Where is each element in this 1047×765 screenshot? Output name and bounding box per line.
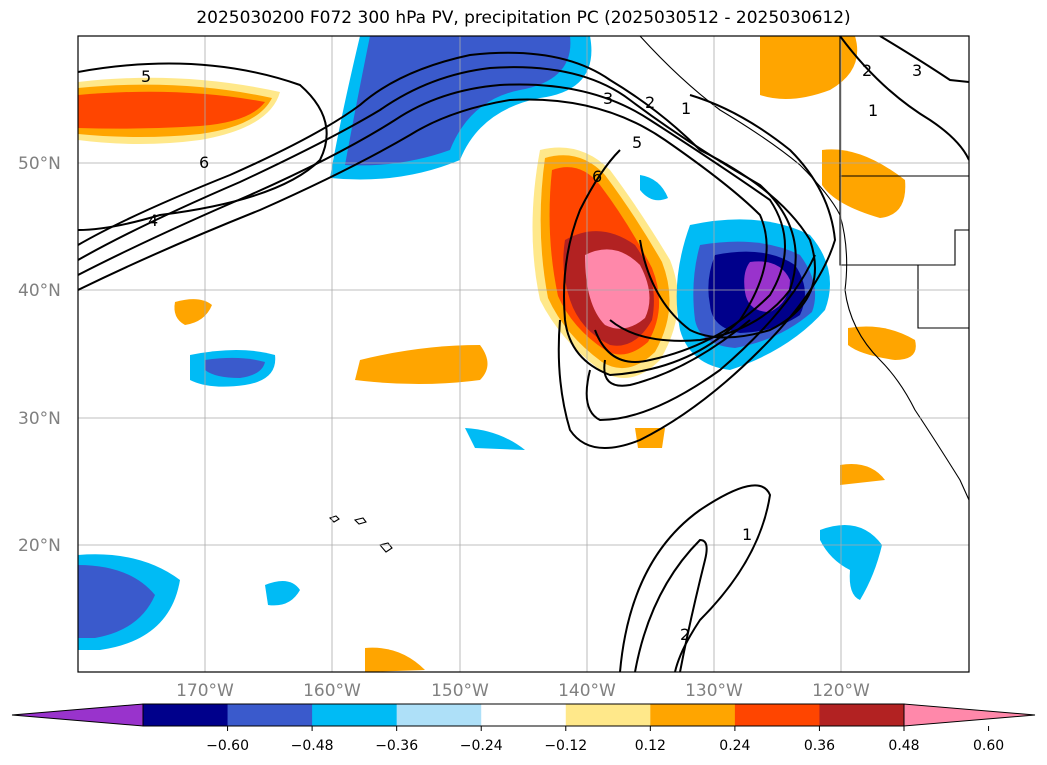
colorbar-segment <box>396 704 482 726</box>
colorbar-segment <box>143 704 229 726</box>
colorbar-tick-label: −0.24 <box>460 738 503 754</box>
colorbar-segment <box>565 704 651 726</box>
colorbar-tick-label: 0.24 <box>719 738 750 754</box>
lon-label-160w: 160°W <box>303 681 361 701</box>
colorbar-tick-label: −0.36 <box>375 738 418 754</box>
contour-label: 1 <box>681 99 691 118</box>
colorbar-tick-label: 0.36 <box>804 738 835 754</box>
gridlines <box>78 36 969 672</box>
colorbar: −0.60 −0.48 −0.36 −0.24 −0.12 0.12 0.24 0.36 0.4… <box>11 703 1036 754</box>
contour-label: 6 <box>199 153 209 172</box>
map-frame <box>77 35 970 673</box>
contour-label: 1 <box>742 525 752 544</box>
colorbar-tick-label: −0.60 <box>206 738 249 754</box>
colorbar-tick-label: 0.60 <box>973 738 1004 754</box>
lon-labels: 170°W 160°W 150°W 140°W 130°W 120°W <box>176 681 870 701</box>
lat-labels: 50°N 40°N 30°N 20°N <box>18 154 61 556</box>
colorbar-segment <box>734 704 820 726</box>
lat-label-40n: 40°N <box>18 281 61 301</box>
contour-label: 5 <box>141 67 151 86</box>
colorbar-segment <box>227 704 313 726</box>
lon-label-170w: 170°W <box>176 681 234 701</box>
lat-label-20n: 20°N <box>18 536 61 556</box>
colorbar-segment <box>481 704 567 726</box>
colorbar-extend-low <box>12 704 143 726</box>
contour-label: 2 <box>862 61 872 80</box>
lon-label-130w: 130°W <box>685 681 743 701</box>
contour-labels: 5 6 4 3 2 1 5 6 3 2 1 2 1 <box>141 61 922 644</box>
lat-label-50n: 50°N <box>18 154 61 174</box>
colorbar-tick-label: 0.12 <box>635 738 666 754</box>
colorbar-segment <box>312 704 398 726</box>
contour-label: 3 <box>912 61 922 80</box>
colorbar-segment <box>650 704 736 726</box>
pv-contours <box>78 36 969 672</box>
coastlines <box>328 36 969 553</box>
contour-label: 3 <box>603 89 613 108</box>
lon-label-120w: 120°W <box>812 681 870 701</box>
colorbar-tick-label: −0.12 <box>544 738 587 754</box>
contour-label: 5 <box>632 133 642 152</box>
colorbar-segment <box>819 704 905 726</box>
contour-label: 2 <box>680 625 690 644</box>
contour-label: 6 <box>592 167 602 186</box>
contour-label: 1 <box>868 101 878 120</box>
colorbar-tick-label: −0.48 <box>291 738 334 754</box>
colorbar-tick-label: 0.48 <box>888 738 919 754</box>
contour-label: 4 <box>148 211 158 230</box>
map-title: 2025030200 F072 300 hPa PV, precipitatio… <box>196 8 851 28</box>
colorbar-extend-high <box>904 704 1035 726</box>
lon-label-140w: 140°W <box>558 681 616 701</box>
lon-label-150w: 150°W <box>431 681 489 701</box>
map-area: 5 6 4 3 2 1 5 6 3 2 1 2 1 <box>78 36 969 672</box>
lat-label-30n: 30°N <box>18 409 61 429</box>
contour-label: 2 <box>645 93 655 112</box>
